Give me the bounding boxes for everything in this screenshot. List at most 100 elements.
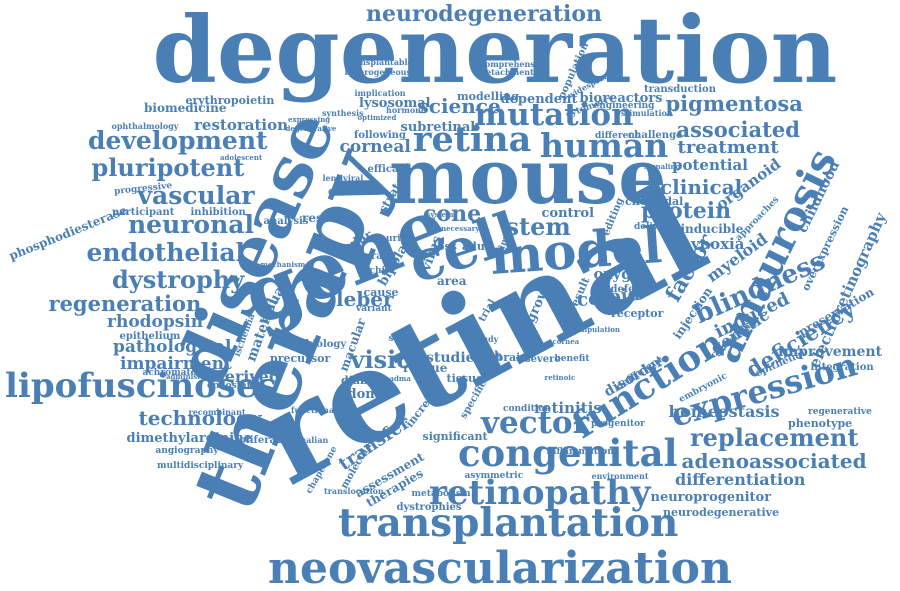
word-biomedicine: biomedicine	[144, 101, 227, 115]
word-retinoic: retinoic	[544, 372, 576, 382]
word-congenital: congenital	[458, 430, 678, 475]
word-delivery: delivery	[634, 221, 674, 232]
word-area: area	[437, 274, 467, 288]
word-proliferative: proliferative	[227, 435, 297, 446]
word-effective: effective	[328, 184, 381, 198]
word-mammalian: mammalian	[275, 435, 329, 445]
word-neuroprogenitor: neuroprogenitor	[650, 489, 772, 505]
word-brain: brain	[495, 350, 529, 364]
word-asymmetric: asymmetric	[464, 470, 524, 481]
word-transplantable: transplantable	[347, 57, 413, 67]
word-participant: participant	[112, 207, 175, 218]
word-derived: derived	[213, 367, 281, 386]
word-study: study	[474, 334, 499, 344]
word-lipofuscinoses: lipofuscinoses	[5, 366, 277, 406]
word-administration: administration	[166, 371, 225, 381]
word-hypoxia: hypoxia	[680, 234, 745, 253]
word-adolescent: adolescent	[220, 152, 263, 162]
word-studies: studies	[426, 350, 483, 366]
word-endothelial: endothelial	[86, 237, 246, 267]
word-control: control	[541, 205, 595, 221]
word-mutation: mutation	[474, 96, 634, 133]
word-phenotype: phenotype	[788, 416, 853, 430]
word-heterogeneous: heterogeneous	[344, 67, 412, 77]
word-progenitor: progenitor	[591, 418, 645, 429]
word-retina: retina	[413, 118, 532, 160]
word-retinitis: retinitis	[534, 398, 602, 417]
word-ddah: ddah	[469, 349, 503, 363]
word-mouse: mouse	[389, 132, 667, 221]
word-transplantation: transplantation	[338, 499, 679, 546]
word-corneal: corneal	[339, 136, 411, 157]
word-mechanism: mechanism	[260, 259, 306, 269]
word-replacement: replacement	[690, 423, 859, 452]
word-cone: cone	[423, 201, 482, 227]
word-neovascularization: neovascularization	[268, 543, 732, 591]
word-cornea: cornea	[552, 336, 580, 346]
word-lysosomal: lysosomal	[359, 95, 431, 111]
word-challenge: challenge	[628, 130, 683, 141]
word-multidisciplinary: multidisciplinary	[157, 460, 244, 471]
word-pluripotent: pluripotent	[91, 153, 245, 182]
word-variant: variant	[356, 303, 392, 314]
word-adma: adma	[389, 373, 411, 383]
word-following: following	[354, 130, 406, 141]
word-modelling: modelling	[457, 89, 519, 103]
word-clinical: clinical	[660, 175, 743, 199]
word-stimulation: stimulation	[621, 108, 673, 118]
word-expressing: expressing	[288, 114, 331, 124]
word-inducible: inducible	[680, 222, 744, 236]
word-environment: environment	[591, 471, 649, 481]
word-system: system	[426, 209, 454, 219]
word-diabetic: diabetic	[341, 373, 391, 387]
word-improvement: improvement	[778, 344, 883, 360]
word-comprehensive: comprehensive	[480, 59, 548, 69]
word-dependent: dependent	[500, 91, 578, 107]
word-murine: murine	[376, 233, 414, 244]
word-degenerative: degenerative	[285, 123, 337, 133]
word-leber: leber	[336, 287, 394, 311]
word-child: child	[369, 265, 395, 276]
word-adenoassociated: adenoassociated	[681, 449, 867, 473]
word-translocation: translocation	[324, 486, 384, 496]
word-degeneration: degeneration	[152, 0, 838, 104]
word-homeostasis: homeostasis	[668, 402, 780, 421]
word-neuronal: neuronal	[128, 209, 254, 239]
word-integration: integration	[810, 362, 874, 373]
word-vascular: vascular	[137, 180, 255, 210]
word-adult: adult	[462, 239, 495, 253]
word-biology: biology	[305, 339, 347, 350]
word-regeneration: regeneration	[48, 290, 202, 316]
word-erythropoietin: erythropoietin	[185, 93, 275, 107]
word-endostatin: endostatin	[207, 380, 261, 391]
word-lentiviral: lentiviral	[322, 173, 364, 183]
word-benefit: benefit	[554, 353, 590, 364]
word-differentiation: differentiation	[675, 470, 806, 489]
word-human: human	[540, 125, 669, 165]
word-neurodegeneration: neurodegeneration	[366, 1, 603, 27]
word-tissue: tissue	[446, 371, 484, 385]
word-technology: technology	[138, 406, 262, 430]
word-significant: significant	[422, 429, 488, 443]
word-angiography: angiography	[155, 445, 219, 456]
word-ophthalmology: ophthalmology	[111, 121, 179, 131]
word-development: development	[88, 125, 268, 155]
word-pigmentosa: pigmentosa	[665, 90, 803, 116]
word-signaling: signaling	[644, 161, 681, 171]
word-defect: defect	[610, 284, 646, 295]
word-detachment: detachment	[480, 67, 534, 77]
word-potential: potential	[672, 155, 748, 174]
word-dystrophy: dystrophy	[112, 265, 245, 294]
word-optimized: optimized	[357, 112, 397, 122]
word-choroidal: choroidal	[625, 194, 684, 208]
word-oxygen: oxygen	[593, 264, 653, 283]
word-dimethylarginine: dimethylarginine	[126, 430, 252, 446]
word-condition: condition	[503, 403, 551, 414]
word-necessary: necessary	[441, 223, 480, 233]
word-epithelium: epithelium	[119, 331, 181, 342]
word-vision: vision	[350, 345, 430, 374]
word-severe: severe	[525, 354, 561, 365]
word-stage: stage	[388, 333, 416, 344]
word-implication: implication	[354, 88, 406, 98]
